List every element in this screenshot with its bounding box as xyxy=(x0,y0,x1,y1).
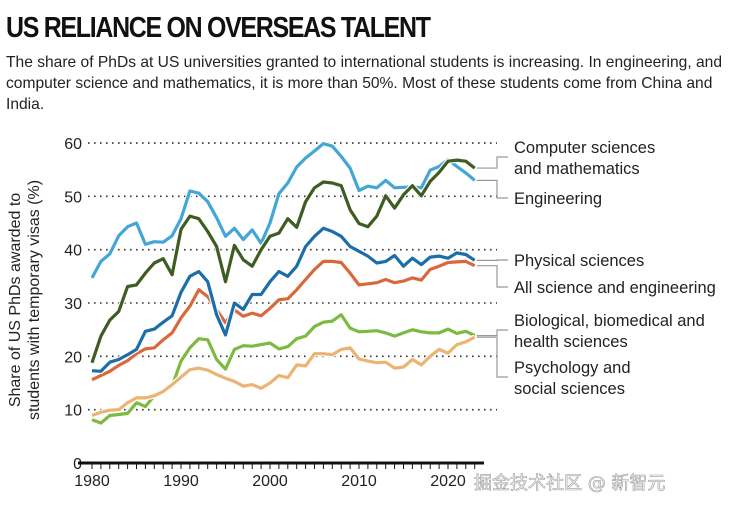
chart-title: US RELIANCE ON OVERSEAS TALENT xyxy=(6,12,431,44)
series-label: Engineering xyxy=(514,190,602,208)
y-axis-label: Share of US PhDs awarded to students with… xyxy=(7,180,43,420)
series-label: and mathematics xyxy=(514,160,640,178)
series-label: Biological, biomedical and xyxy=(514,312,705,330)
label-connector xyxy=(476,156,508,169)
series-halo xyxy=(89,140,477,280)
x-tick-label: 1990 xyxy=(163,473,199,490)
y-tick-label: 40 xyxy=(64,243,82,260)
label-connector xyxy=(476,179,508,199)
label-connector xyxy=(476,336,508,378)
y-tick-label: 0 xyxy=(73,456,82,473)
series-label: All science and engineering xyxy=(514,279,716,297)
series-line-all-science-and-engineering xyxy=(91,259,476,382)
series-label: health sciences xyxy=(514,333,628,351)
series-line-physical-sciences xyxy=(91,226,476,373)
series-label: social sciences xyxy=(514,380,625,398)
label-connector xyxy=(476,265,508,288)
label-connector xyxy=(476,329,508,337)
x-tick-label: 2000 xyxy=(252,473,288,490)
watermark: 掘金技术社区 @ 新智元 xyxy=(474,473,665,494)
series-line-psychology-and-social-sciences xyxy=(91,335,476,418)
series-label: Psychology and xyxy=(514,359,631,377)
series-label: Physical sciences xyxy=(514,252,644,270)
y-tick-label: 60 xyxy=(64,136,82,153)
x-tick-label: 1980 xyxy=(74,473,110,490)
y-tick-label: 30 xyxy=(64,296,82,313)
x-tick-label: 2010 xyxy=(341,473,377,490)
y-tick-label: 10 xyxy=(64,403,82,420)
series-label: Computer sciences xyxy=(514,139,655,157)
series-line-engineering xyxy=(90,142,476,279)
series-line-computer-sciences-and-mathematics xyxy=(90,158,476,364)
y-tick-label: 20 xyxy=(64,349,82,366)
y-tick-label: 50 xyxy=(64,189,82,206)
x-tick-label: 2020 xyxy=(430,473,466,490)
chart-subtitle: The share of PhDs at US universities gra… xyxy=(6,54,722,113)
